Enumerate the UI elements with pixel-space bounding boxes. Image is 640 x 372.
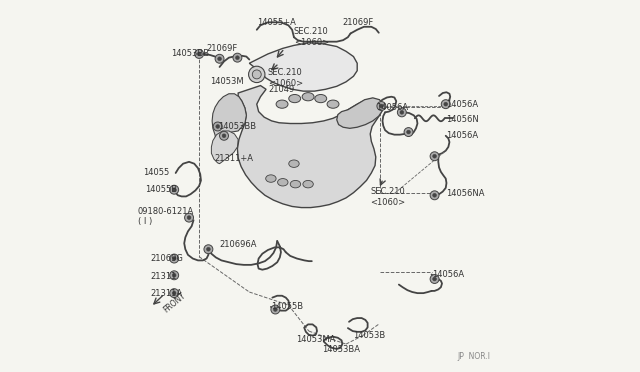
Text: 14053BA: 14053BA [322,345,360,354]
Circle shape [204,245,213,254]
Circle shape [172,188,176,192]
Circle shape [433,193,436,197]
Circle shape [187,216,191,219]
Text: 14053B: 14053B [353,331,386,340]
Circle shape [400,110,404,114]
Circle shape [172,291,176,295]
Ellipse shape [266,175,276,182]
Circle shape [170,271,179,280]
Polygon shape [237,86,383,208]
Ellipse shape [289,160,299,167]
Ellipse shape [278,179,288,186]
Text: 14056A: 14056A [447,131,479,140]
Text: 21311A: 21311A [151,289,183,298]
Text: 21049: 21049 [268,85,294,94]
Ellipse shape [315,94,326,103]
Text: FRONT: FRONT [162,291,188,315]
Text: 14056A: 14056A [431,270,464,279]
Circle shape [170,185,179,194]
Circle shape [271,305,280,314]
Circle shape [430,275,439,283]
Polygon shape [337,98,383,128]
Circle shape [273,308,277,311]
Text: 14055+A: 14055+A [257,18,296,27]
Circle shape [172,257,176,260]
Circle shape [197,52,201,56]
Text: 14056NA: 14056NA [447,189,485,198]
Circle shape [433,277,436,281]
Text: 14053BB: 14053BB [172,49,209,58]
Ellipse shape [303,180,314,188]
Circle shape [218,57,221,61]
Circle shape [404,128,413,137]
Circle shape [406,130,410,134]
Circle shape [380,104,383,108]
Text: 210696A: 210696A [220,240,257,249]
Ellipse shape [290,180,301,188]
Text: 21311: 21311 [151,272,177,280]
Polygon shape [211,131,238,164]
Circle shape [430,191,439,200]
Circle shape [433,154,436,158]
Circle shape [213,122,222,131]
Polygon shape [250,43,357,91]
Ellipse shape [302,93,314,101]
Ellipse shape [276,100,288,108]
Circle shape [170,254,179,263]
Circle shape [207,247,211,251]
Circle shape [215,54,224,63]
Text: SEC.210
<1060>: SEC.210 <1060> [268,68,303,88]
Circle shape [195,49,204,58]
Text: 14053BB: 14053BB [218,122,256,131]
Text: JP  NOR.I: JP NOR.I [458,352,491,361]
Circle shape [184,213,193,222]
Circle shape [441,100,450,109]
Text: 14056N: 14056N [447,115,479,124]
Text: 14055B: 14055B [145,185,177,194]
Circle shape [236,56,239,60]
Circle shape [248,66,265,83]
Circle shape [397,108,406,117]
Text: 21069F: 21069F [207,44,238,53]
Text: SEC.210
<1060>: SEC.210 <1060> [370,187,405,207]
Text: 14053MA: 14053MA [296,335,335,344]
Text: 21069G: 21069G [151,254,184,263]
Text: 21311+A: 21311+A [214,154,253,163]
Circle shape [252,70,261,79]
Text: 14053M: 14053M [211,77,244,86]
Text: 09180-6121A
( I ): 09180-6121A ( I ) [138,207,194,226]
Polygon shape [212,94,246,141]
Circle shape [444,102,447,106]
Circle shape [430,152,439,161]
Circle shape [216,125,220,128]
Ellipse shape [289,94,301,103]
Text: 14056A: 14056A [447,100,479,109]
Ellipse shape [327,100,339,108]
Text: 14056A: 14056A [376,103,408,112]
Circle shape [222,134,226,138]
Circle shape [377,102,386,110]
Circle shape [172,273,176,277]
Circle shape [170,289,179,298]
Text: 21069F: 21069F [342,18,374,27]
Circle shape [233,53,242,62]
Circle shape [220,131,228,140]
Text: 14055: 14055 [143,169,170,177]
Text: 14055B: 14055B [271,302,303,311]
Text: SEC.210
<1060>: SEC.210 <1060> [294,28,329,47]
